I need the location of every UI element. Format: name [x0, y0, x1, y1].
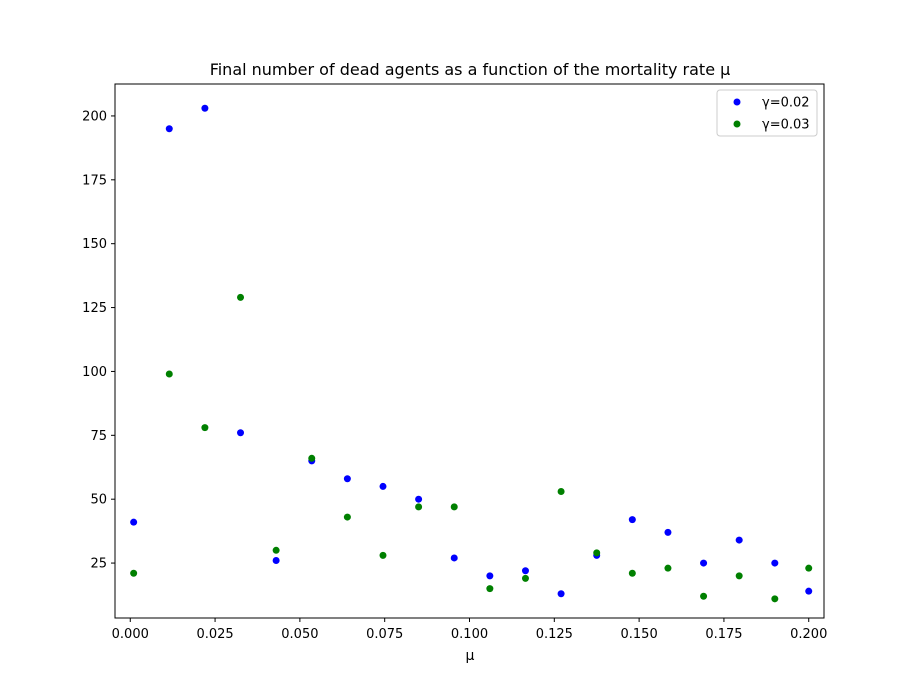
y-tick-label: 25: [90, 557, 107, 572]
legend-box: [716, 89, 818, 137]
data-point: [165, 370, 173, 378]
x-tick-label: 0.100: [451, 627, 488, 642]
legend-marker: [733, 120, 741, 128]
data-point: [415, 503, 423, 511]
y-tick-label: 50: [90, 493, 107, 508]
x-tick-label: 0.125: [536, 627, 573, 642]
data-point: [308, 454, 316, 462]
data-point: [700, 592, 708, 600]
series-1-points: [130, 104, 813, 598]
y-tick-label: 175: [82, 173, 107, 188]
data-point: [201, 104, 209, 112]
data-point: [272, 557, 280, 565]
x-axis-label: μ: [466, 648, 475, 664]
chart-title: Final number of dead agents as a functio…: [210, 60, 731, 79]
data-point: [771, 595, 779, 603]
data-point: [450, 554, 458, 562]
data-point: [343, 513, 351, 521]
x-tick-label: 0.175: [705, 627, 742, 642]
data-point: [628, 569, 636, 577]
x-tick-label: 0.150: [621, 627, 658, 642]
y-tick-label: 200: [82, 109, 107, 124]
data-point: [735, 536, 743, 544]
y-tick-label: 75: [90, 429, 107, 444]
y-tick-label: 125: [82, 301, 107, 316]
data-point: [805, 587, 813, 595]
legend: γ=0.02 γ=0.03: [716, 89, 818, 137]
data-point: [201, 424, 209, 432]
legend-label: γ=0.03: [762, 118, 810, 133]
data-point: [130, 518, 138, 526]
data-point: [664, 564, 672, 572]
y-tick-label: 150: [82, 237, 107, 252]
series-2-points: [130, 293, 813, 603]
data-point: [700, 559, 708, 567]
data-point: [557, 590, 565, 598]
x-tick-label: 0.050: [281, 627, 318, 642]
data-point: [237, 429, 245, 437]
legend-marker: [733, 98, 741, 106]
x-tick-label: 0.025: [196, 627, 233, 642]
data-point: [486, 572, 494, 580]
data-point: [593, 549, 601, 557]
data-point: [735, 572, 743, 580]
data-point: [805, 564, 813, 572]
data-point: [379, 482, 387, 490]
data-point: [628, 516, 636, 524]
data-point: [664, 528, 672, 536]
data-point: [130, 569, 138, 577]
x-tick-label: 0.000: [112, 627, 149, 642]
plot-area: 0.000 0.025 0.050 0.075 0.100 0.125 0.150 0.175…: [82, 83, 827, 642]
data-point: [521, 567, 529, 575]
data-point: [272, 546, 280, 554]
data-point: [379, 551, 387, 559]
legend-label: γ=0.02: [762, 96, 810, 111]
data-point: [237, 293, 245, 301]
data-point: [771, 559, 779, 567]
data-point: [343, 475, 351, 483]
y-tick-label: 100: [82, 365, 107, 380]
data-point: [557, 488, 565, 496]
data-point: [165, 125, 173, 133]
x-tick-label: 0.200: [790, 627, 827, 642]
data-point: [415, 495, 423, 503]
x-tick-label: 0.075: [366, 627, 403, 642]
data-point: [521, 574, 529, 582]
data-point: [486, 585, 494, 593]
data-point: [450, 503, 458, 511]
